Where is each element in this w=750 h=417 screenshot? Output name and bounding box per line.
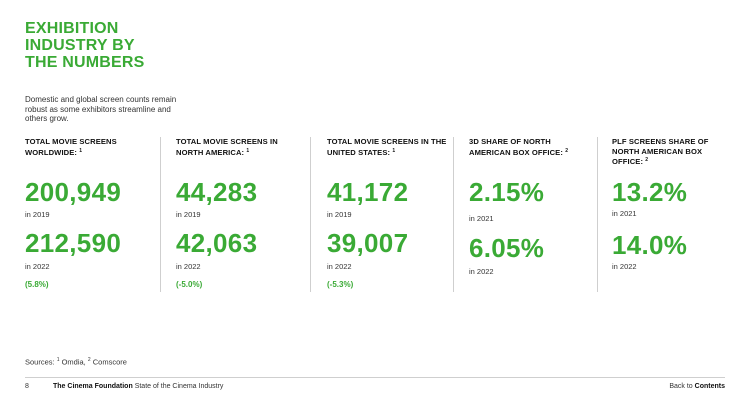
footnote-marker: 1 — [56, 357, 60, 363]
stat-year: in 2021 — [469, 214, 494, 223]
stat-heading: TOTAL MOVIE SCREENS WORLDWIDE: 1 — [25, 137, 117, 157]
contents-label: Contents — [694, 383, 725, 390]
sources-note: Sources: 1 Omdia, 2 Comscore — [25, 357, 127, 367]
stat-column-plf-share: PLF SCREENS SHARE OF NORTH AMERICAN BOX … — [597, 137, 738, 292]
stat-change: (5.8%) — [25, 280, 49, 289]
footnote-marker: 2 — [87, 357, 91, 363]
stat-value-2019: 44,283 — [176, 177, 258, 207]
stat-year: in 2019 — [176, 210, 201, 219]
source-omdia: Omdia, — [61, 357, 86, 367]
stat-year: in 2022 — [327, 262, 352, 271]
stat-change: (-5.0%) — [176, 280, 203, 289]
stat-value-2019: 41,172 — [327, 177, 409, 207]
stat-column-united-states: TOTAL MOVIE SCREENS IN THE UNITED STATES… — [310, 137, 451, 292]
stat-column-3d-share: 3D SHARE OF NORTH AMERICAN BOX OFFICE: 2… — [453, 137, 594, 292]
footnote-marker: 1 — [246, 147, 250, 154]
stat-year: in 2022 — [176, 262, 201, 271]
stat-value-2022: 212,590 — [25, 228, 122, 258]
stat-value-2021: 2.15% — [469, 177, 545, 207]
stat-value-2021: 13.2% — [612, 177, 688, 207]
page-title: EXHIBITION INDUSTRY BY THE NUMBERS — [25, 20, 145, 71]
source-comscore: Comscore — [92, 357, 127, 367]
back-to-contents-link[interactable]: Back to Contents — [669, 383, 725, 390]
title-line: THE NUMBERS — [25, 54, 145, 71]
footnote-marker: 1 — [392, 147, 396, 154]
stat-year: in 2019 — [25, 210, 50, 219]
stat-heading: TOTAL MOVIE SCREENS IN THE UNITED STATES… — [327, 137, 447, 157]
stat-column-north-america: TOTAL MOVIE SCREENS IN NORTH AMERICA: 1 … — [160, 137, 301, 292]
footer-divider — [25, 377, 725, 378]
stat-value-2022: 6.05% — [469, 233, 545, 263]
footer-publication: The Cinema Foundation State of the Cinem… — [53, 383, 223, 390]
title-line: INDUSTRY BY — [25, 37, 135, 54]
footnote-marker: 1 — [79, 147, 83, 154]
stats-row: TOTAL MOVIE SCREENS WORLDWIDE: 1 200,949… — [0, 137, 750, 292]
footer-publication-title: State of the Cinema Industry — [134, 383, 224, 390]
stat-heading: TOTAL MOVIE SCREENS IN NORTH AMERICA: 1 — [176, 137, 278, 157]
footnote-marker: 2 — [645, 157, 649, 163]
stat-change: (-5.3%) — [327, 280, 354, 289]
sources-label: Sources: — [25, 357, 55, 367]
stat-year: in 2022 — [469, 267, 494, 276]
stat-value-2022: 42,063 — [176, 228, 258, 258]
stat-value-2019: 200,949 — [25, 177, 122, 207]
stat-value-2022: 39,007 — [327, 228, 409, 258]
stat-column-worldwide: TOTAL MOVIE SCREENS WORLDWIDE: 1 200,949… — [25, 137, 155, 292]
stat-year: in 2022 — [612, 262, 637, 271]
stat-heading: 3D SHARE OF NORTH AMERICAN BOX OFFICE: 2 — [469, 137, 569, 157]
stat-year: in 2022 — [25, 262, 50, 271]
page-number: 8 — [25, 383, 29, 390]
stat-value-2022: 14.0% — [612, 230, 688, 260]
title-line: EXHIBITION — [25, 20, 119, 37]
back-to-label: Back to — [669, 383, 693, 390]
stat-heading: PLF SCREENS SHARE OF NORTH AMERICAN BOX … — [612, 137, 709, 166]
intro-text: Domestic and global screen counts remain… — [25, 95, 177, 123]
footer-org: The Cinema Foundation — [53, 383, 133, 390]
footnote-marker: 2 — [565, 147, 569, 154]
stat-year: in 2019 — [327, 210, 352, 219]
stat-year: in 2021 — [612, 209, 637, 218]
